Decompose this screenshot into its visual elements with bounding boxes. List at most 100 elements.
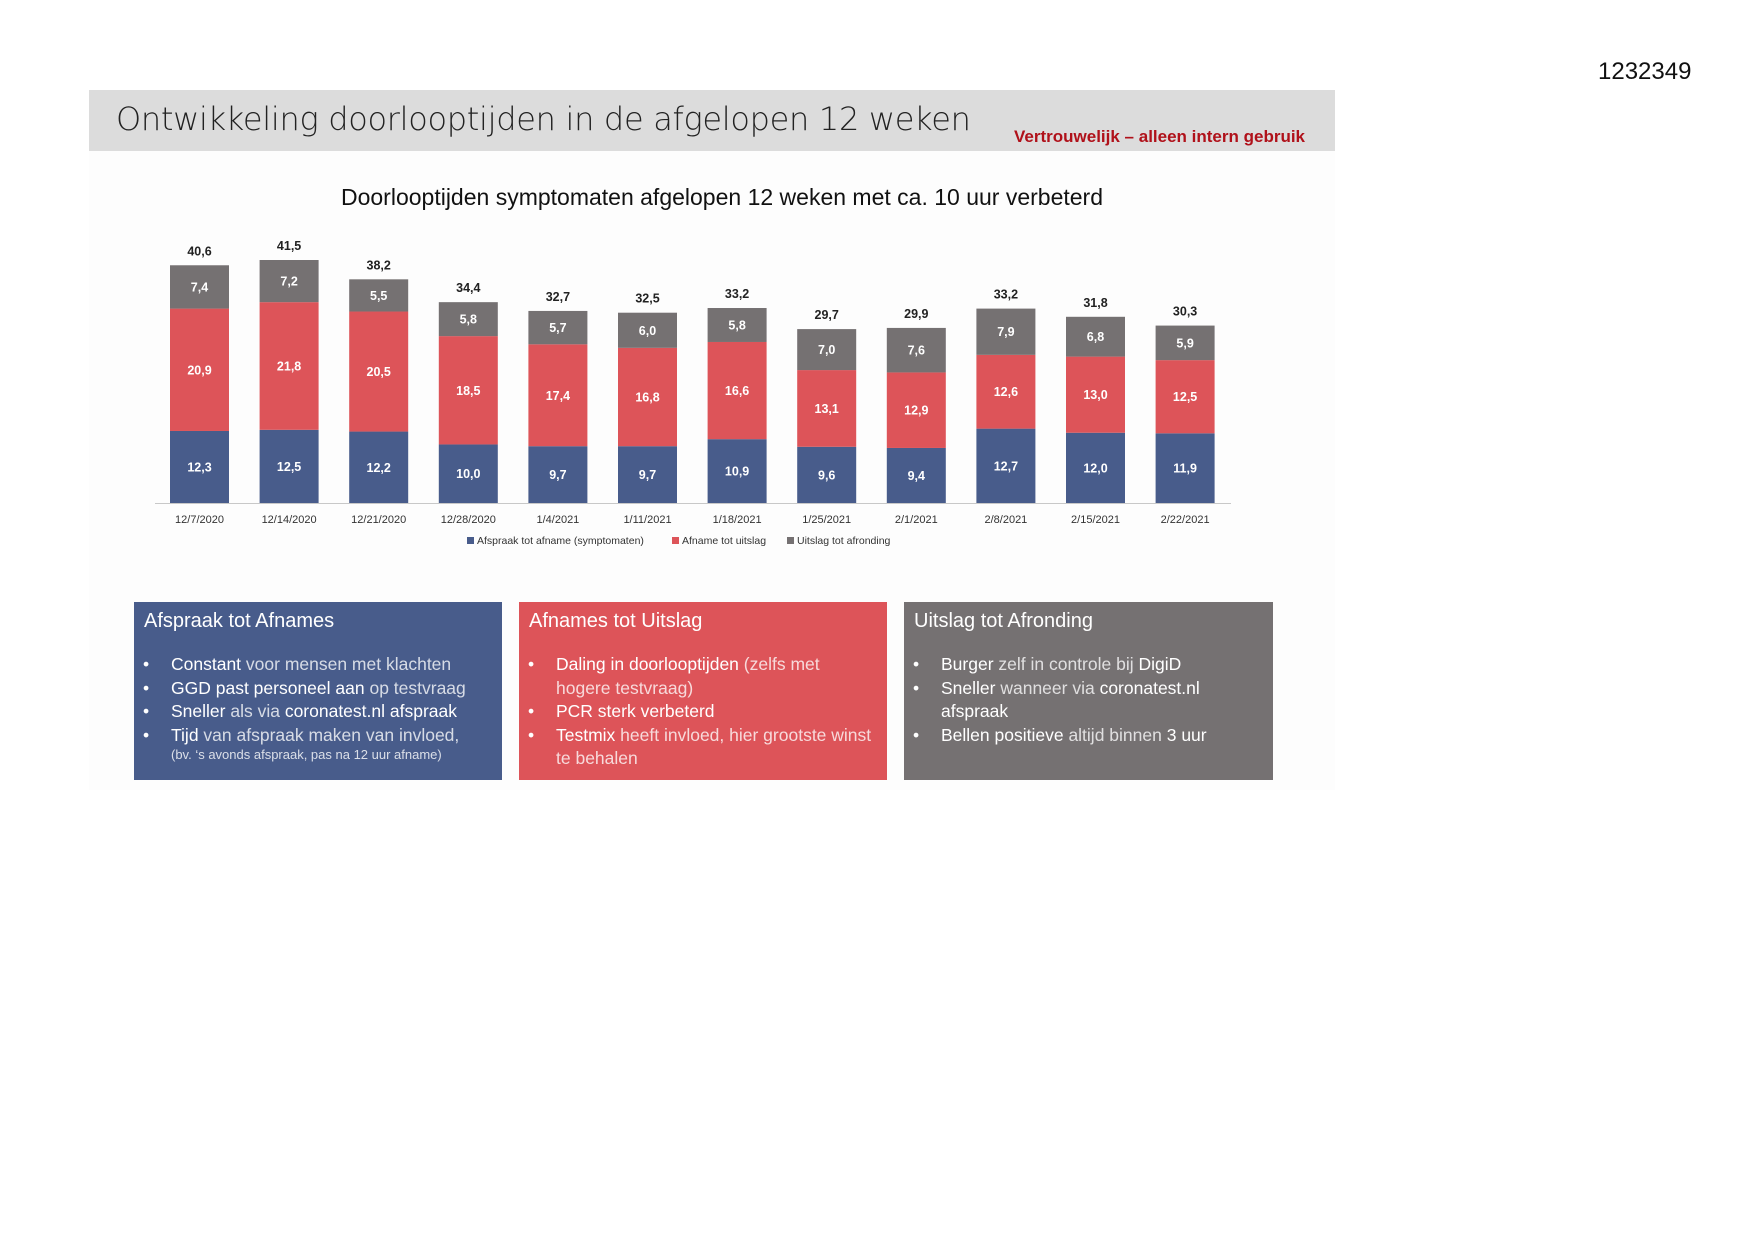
bar-segment: [707, 341, 767, 440]
bar-segment: [170, 265, 229, 309]
list-item: Constant voor mensen met klachten: [143, 653, 492, 677]
data-label: 12,2: [367, 461, 391, 475]
bar-segment: [438, 336, 498, 445]
data-label: 21,8: [277, 359, 301, 373]
panel-title: Uitslag tot Afronding: [914, 610, 1093, 632]
stacked-bar-chart: 12,3 20,9 7,4 40,6 12/7/2020 12,5 21,8 7,2 41,5 1…: [155, 239, 1231, 547]
slide: Ontwikkeling doorlooptijden in de afgelo…: [89, 90, 1335, 790]
list-item: PCR sterk verbeterd: [528, 700, 877, 724]
x-tick-label: 1/11/2021: [623, 514, 671, 526]
total-label: 32,7: [546, 290, 570, 304]
bar-segment: [976, 428, 1036, 503]
data-label: 7,4: [191, 280, 208, 294]
confidential-label: Vertrouwelijk – alleen intern gebruik: [1014, 127, 1305, 146]
total-label: 33,2: [725, 287, 749, 301]
bar-segment: [349, 431, 409, 503]
data-label: 20,5: [367, 365, 391, 379]
data-label: 20,9: [187, 363, 211, 377]
x-tick-label: 12/7/2020: [175, 514, 224, 526]
data-label: 9,7: [549, 468, 566, 482]
data-label: 7,2: [280, 275, 297, 289]
x-tick-label: 1/18/2021: [713, 514, 762, 526]
data-label: 6,0: [639, 324, 656, 338]
bar-segment: [438, 302, 498, 337]
panel-list: Constant voor mensen met klachten GGD pa…: [143, 653, 492, 764]
total-label: 40,6: [187, 244, 211, 258]
bar-segment: [1155, 433, 1215, 503]
list-item: Daling in doorlooptijden (zelfs met hoge…: [528, 653, 877, 700]
data-label: 7,0: [818, 343, 835, 357]
data-label: 12,5: [277, 460, 301, 474]
total-label: 29,7: [815, 308, 839, 322]
list-item: Testmix heeft invloed, hier grootste win…: [528, 724, 877, 771]
x-tick-label: 12/28/2020: [441, 514, 496, 526]
data-label: 5,8: [728, 318, 745, 332]
data-label: 11,9: [1173, 462, 1197, 476]
chart-title: Doorlooptijden symptomaten afgelopen 12 …: [340, 184, 1103, 210]
bar-segment: [797, 370, 857, 447]
panel-afspraak-tot-afnames: Afspraak tot Afnames Constant voor mense…: [134, 602, 502, 780]
title-bar: Ontwikkeling doorlooptijden in de afgelo…: [89, 90, 1335, 151]
x-tick-label: 2/15/2021: [1071, 514, 1120, 526]
legend-swatch: [467, 537, 474, 544]
bar-segment: [886, 327, 946, 373]
bar-segment: [886, 447, 946, 503]
x-tick-label: 2/8/2021: [984, 514, 1027, 526]
panel-afnames-tot-uitslag: Afnames tot Uitslag Daling in doorloopti…: [519, 602, 887, 780]
bar-segment: [259, 302, 319, 430]
document-id: 1232349: [1598, 58, 1692, 85]
x-tick-label: 2/22/2021: [1161, 514, 1210, 526]
data-label: 9,6: [818, 468, 835, 482]
data-label: 12,6: [994, 385, 1018, 399]
bar-segment: [349, 279, 409, 312]
legend-label: Afname tot uitslag: [682, 535, 766, 547]
x-tick-label: 12/21/2020: [351, 514, 406, 526]
panel-list: Burger zelf in controle bij DigiD Snelle…: [913, 653, 1263, 747]
bar-segment: [797, 329, 857, 371]
x-tick-label: 2/1/2021: [895, 514, 938, 526]
bar-segment: [1155, 325, 1215, 361]
bar-segment: [1066, 316, 1125, 357]
bar-segment: [170, 308, 229, 431]
data-label: 12,0: [1083, 461, 1107, 475]
panel-title: Afnames tot Uitslag: [529, 610, 703, 632]
bar-segment: [528, 344, 588, 447]
data-label: 12,3: [187, 460, 211, 474]
x-tick-label: 1/25/2021: [802, 514, 851, 526]
bar-segment: [976, 354, 1036, 429]
list-item: Sneller wanneer via coronatest.nl afspra…: [913, 677, 1263, 724]
data-label: 9,7: [639, 468, 656, 482]
total-label: 31,8: [1083, 296, 1107, 310]
data-label: 12,7: [994, 459, 1018, 473]
data-label: 12,9: [904, 404, 928, 418]
list-item: Sneller als via coronatest.nl afspraak: [143, 700, 492, 724]
bar-segment: [259, 260, 319, 303]
data-label: 13,0: [1083, 388, 1107, 402]
data-label: 5,8: [460, 313, 477, 327]
data-label: 16,8: [635, 391, 659, 405]
bar-segment: [886, 372, 946, 448]
list-item: Burger zelf in controle bij DigiD: [913, 653, 1263, 677]
total-label: 33,2: [994, 288, 1018, 302]
legend-swatch: [672, 537, 679, 544]
legend-label: Uitslag tot afronding: [797, 535, 891, 547]
data-label: 13,1: [815, 402, 839, 416]
data-label: 9,4: [908, 469, 925, 483]
slide-title: Ontwikkeling doorlooptijden in de afgelo…: [116, 100, 971, 138]
data-label: 7,6: [908, 344, 925, 358]
list-item: Tijd van afspraak maken van invloed,(bv.…: [143, 724, 492, 764]
panel-uitslag-tot-afronding: Uitslag tot Afronding Burger zelf in con…: [904, 602, 1273, 780]
total-label: 38,2: [367, 258, 391, 272]
data-label: 5,9: [1176, 336, 1193, 350]
data-label: 7,9: [997, 325, 1014, 339]
total-label: 32,5: [635, 292, 659, 306]
total-label: 34,4: [456, 281, 480, 295]
bar-segment: [618, 347, 677, 447]
data-label: 18,5: [456, 384, 480, 398]
bar-segment: [528, 446, 588, 503]
bar-segment: [349, 311, 409, 432]
bar-segment: [976, 308, 1036, 355]
data-label: 16,6: [725, 384, 749, 398]
list-item: GGD past personeel aan op testvraag: [143, 677, 492, 701]
legend-swatch: [787, 537, 794, 544]
